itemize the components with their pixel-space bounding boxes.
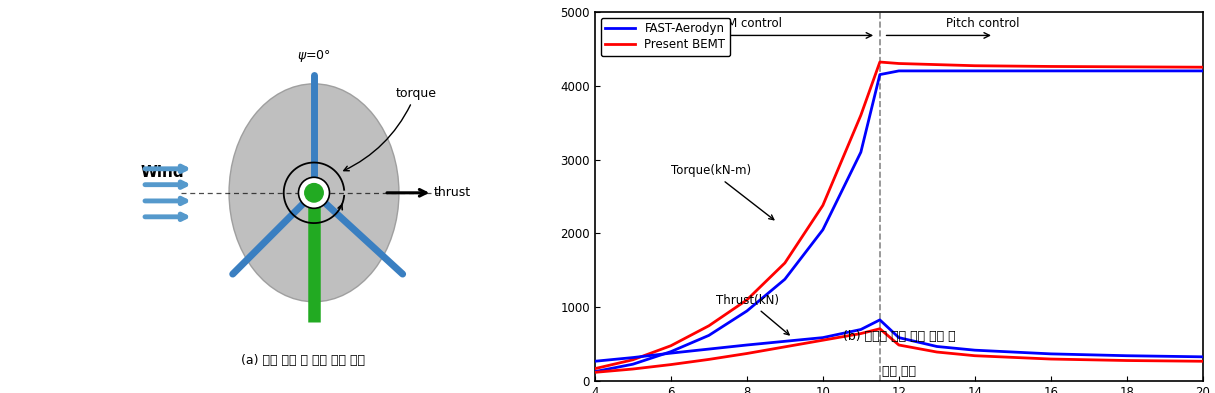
Text: 토크 성능: 토크 성능: [882, 365, 916, 378]
Present BEMT: [663, 343, 678, 348]
Circle shape: [305, 184, 323, 202]
Text: (b) 풍속에 따른 로터 추력 및: (b) 풍속에 따른 로터 추력 및: [842, 330, 955, 343]
Text: Torque(kN-m): Torque(kN-m): [671, 164, 774, 220]
FAST-Aerodyn: [815, 228, 830, 232]
Present BEMT: [1119, 64, 1134, 69]
Text: RPM control: RPM control: [712, 17, 782, 29]
Text: (a) 로터 추력 및 토크 성능 정의: (a) 로터 추력 및 토크 성능 정의: [241, 354, 364, 367]
Present BEMT: [588, 366, 603, 371]
Legend: FAST-Aerodyn, Present BEMT: FAST-Aerodyn, Present BEMT: [600, 18, 730, 56]
FAST-Aerodyn: [588, 369, 603, 374]
FAST-Aerodyn: [663, 349, 678, 354]
Text: Thrust(kN): Thrust(kN): [717, 294, 789, 335]
FAST-Aerodyn: [778, 277, 792, 282]
Present BEMT: [892, 61, 906, 66]
FAST-Aerodyn: [892, 68, 906, 73]
Present BEMT: [872, 60, 887, 64]
FAST-Aerodyn: [740, 309, 755, 313]
Text: Pitch control: Pitch control: [945, 17, 1019, 29]
Present BEMT: [1196, 65, 1210, 70]
Present BEMT: [854, 113, 869, 118]
FAST-Aerodyn: [701, 333, 716, 338]
FAST-Aerodyn: [854, 150, 869, 154]
Text: torque: torque: [344, 86, 436, 171]
Present BEMT: [740, 298, 755, 302]
FAST-Aerodyn: [626, 362, 640, 367]
Text: $\psi$=0°: $\psi$=0°: [298, 48, 330, 64]
FAST-Aerodyn: [1196, 68, 1210, 73]
Present BEMT: [701, 323, 716, 328]
FAST-Aerodyn: [1044, 68, 1058, 73]
Present BEMT: [1044, 64, 1058, 69]
Circle shape: [299, 177, 329, 208]
Line: FAST-Aerodyn: FAST-Aerodyn: [595, 71, 1203, 372]
Present BEMT: [778, 261, 792, 265]
Line: Present BEMT: Present BEMT: [595, 62, 1203, 369]
FAST-Aerodyn: [967, 68, 982, 73]
Present BEMT: [626, 357, 640, 362]
Present BEMT: [815, 203, 830, 208]
FAST-Aerodyn: [872, 72, 887, 77]
Present BEMT: [967, 63, 982, 68]
Text: thrust: thrust: [434, 186, 471, 199]
Text: Wind: Wind: [141, 165, 185, 180]
FAST-Aerodyn: [1119, 68, 1134, 73]
Ellipse shape: [228, 84, 399, 302]
